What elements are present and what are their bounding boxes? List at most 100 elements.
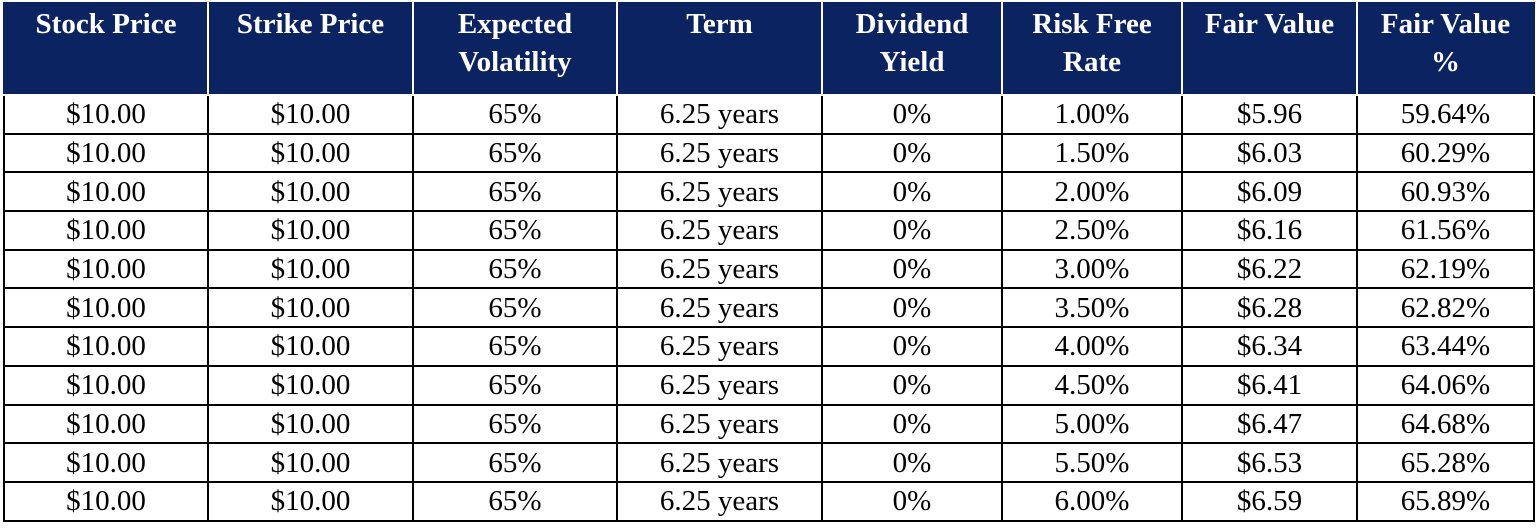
fair-value-cell: $6.22 (1181, 248, 1358, 290)
header-expected-volatility: Expected Volatility (412, 2, 618, 96)
expected-volatility-cell: 65% (412, 403, 618, 445)
risk-free-rate-cell: 5.00% (1001, 403, 1183, 445)
dividend-yield-cell: 0% (821, 364, 1003, 406)
dividend-yield-cell: 0% (821, 94, 1003, 135)
strike-price-cell: $10.00 (207, 442, 414, 483)
strike-price-cell: $10.00 (207, 94, 414, 135)
strike-price-cell: $10.00 (207, 480, 414, 522)
stock-price-cell: $10.00 (3, 132, 209, 174)
table-row: $10.00 $10.00 65% 6.25 years 0% 1.50% $6.03 60.… (3, 132, 1535, 174)
fair-value-percent-cell: 60.29% (1356, 132, 1535, 174)
term-cell: 6.25 years (616, 210, 823, 251)
table-row: $10.00 $10.00 65% 6.25 years 0% 6.00% $6.59 65.… (3, 480, 1535, 522)
fair-value-percent-cell: 65.28% (1356, 442, 1535, 483)
risk-free-rate-cell: 1.00% (1001, 94, 1183, 135)
header-fair-value-percent: Fair Value % (1356, 2, 1535, 96)
table-row: $10.00 $10.00 65% 6.25 years 0% 4.50% $6.41 64.… (3, 364, 1535, 406)
expected-volatility-cell: 65% (412, 171, 618, 213)
table-row: $10.00 $10.00 65% 6.25 years 0% 3.50% $6.28 62.… (3, 287, 1535, 329)
fair-value-percent-cell: 61.56% (1356, 210, 1535, 251)
header-dividend-yield: Dividend Yield (821, 2, 1003, 96)
risk-free-rate-cell: 1.50% (1001, 132, 1183, 174)
risk-free-rate-cell: 4.00% (1001, 326, 1183, 367)
fair-value-cell: $6.09 (1181, 171, 1358, 213)
fair-value-cell: $6.28 (1181, 287, 1358, 329)
expected-volatility-cell: 65% (412, 287, 618, 329)
fair-value-cell: $6.47 (1181, 403, 1358, 445)
strike-price-cell: $10.00 (207, 403, 414, 445)
risk-free-rate-cell: 2.00% (1001, 171, 1183, 213)
fair-value-percent-cell: 65.89% (1356, 480, 1535, 522)
term-cell: 6.25 years (616, 287, 823, 329)
expected-volatility-cell: 65% (412, 364, 618, 406)
stock-price-cell: $10.00 (3, 248, 209, 290)
expected-volatility-cell: 65% (412, 248, 618, 290)
strike-price-cell: $10.00 (207, 210, 414, 251)
table-row: $10.00 $10.00 65% 6.25 years 0% 1.00% $5.96 59.… (3, 94, 1535, 135)
stock-price-cell: $10.00 (3, 480, 209, 522)
term-cell: 6.25 years (616, 403, 823, 445)
table-body: $10.00 $10.00 65% 6.25 years 0% 1.00% $5.96 59.… (3, 94, 1535, 522)
table-row: $10.00 $10.00 65% 6.25 years 0% 2.50% $6.16 61.… (3, 210, 1535, 251)
table-row: $10.00 $10.00 65% 6.25 years 0% 2.00% $6.09 60.… (3, 171, 1535, 213)
fair-value-percent-cell: 64.06% (1356, 364, 1535, 406)
fair-value-percent-cell: 59.64% (1356, 94, 1535, 135)
table-row: $10.00 $10.00 65% 6.25 years 0% 5.00% $6.47 64.… (3, 403, 1535, 445)
strike-price-cell: $10.00 (207, 132, 414, 174)
expected-volatility-cell: 65% (412, 132, 618, 174)
dividend-yield-cell: 0% (821, 287, 1003, 329)
dividend-yield-cell: 0% (821, 403, 1003, 445)
expected-volatility-cell: 65% (412, 326, 618, 367)
dividend-yield-cell: 0% (821, 326, 1003, 367)
risk-free-rate-cell: 6.00% (1001, 480, 1183, 522)
fair-value-cell: $6.03 (1181, 132, 1358, 174)
header-stock-price: Stock Price (3, 2, 209, 96)
term-cell: 6.25 years (616, 248, 823, 290)
strike-price-cell: $10.00 (207, 326, 414, 367)
header-risk-free-rate: Risk Free Rate (1001, 2, 1183, 96)
strike-price-cell: $10.00 (207, 248, 414, 290)
header-row: Stock Price Strike Price Expected Volati… (3, 2, 1535, 96)
fair-value-percent-cell: 62.19% (1356, 248, 1535, 290)
fair-value-percent-cell: 60.93% (1356, 171, 1535, 213)
fair-value-cell: $6.16 (1181, 210, 1358, 251)
risk-free-rate-cell: 4.50% (1001, 364, 1183, 406)
stock-price-cell: $10.00 (3, 210, 209, 251)
header-term: Term (616, 2, 823, 96)
fair-value-cell: $6.53 (1181, 442, 1358, 483)
strike-price-cell: $10.00 (207, 287, 414, 329)
fair-value-cell: $6.41 (1181, 364, 1358, 406)
term-cell: 6.25 years (616, 442, 823, 483)
stock-price-cell: $10.00 (3, 364, 209, 406)
stock-price-cell: $10.00 (3, 403, 209, 445)
dividend-yield-cell: 0% (821, 210, 1003, 251)
expected-volatility-cell: 65% (412, 94, 618, 135)
dividend-yield-cell: 0% (821, 480, 1003, 522)
stock-price-cell: $10.00 (3, 287, 209, 329)
strike-price-cell: $10.00 (207, 364, 414, 406)
dividend-yield-cell: 0% (821, 248, 1003, 290)
fair-value-cell: $6.59 (1181, 480, 1358, 522)
term-cell: 6.25 years (616, 480, 823, 522)
dividend-yield-cell: 0% (821, 442, 1003, 483)
expected-volatility-cell: 65% (412, 210, 618, 251)
header-fair-value: Fair Value (1181, 2, 1358, 96)
term-cell: 6.25 years (616, 94, 823, 135)
fair-value-cell: $5.96 (1181, 94, 1358, 135)
fair-value-percent-cell: 63.44% (1356, 326, 1535, 367)
risk-free-rate-cell: 5.50% (1001, 442, 1183, 483)
dividend-yield-cell: 0% (821, 171, 1003, 213)
expected-volatility-cell: 65% (412, 480, 618, 522)
fair-value-cell: $6.34 (1181, 326, 1358, 367)
table-row: $10.00 $10.00 65% 6.25 years 0% 5.50% $6.53 65.… (3, 442, 1535, 483)
expected-volatility-cell: 65% (412, 442, 618, 483)
stock-price-cell: $10.00 (3, 326, 209, 367)
table-row: $10.00 $10.00 65% 6.25 years 0% 4.00% $6.34 63.… (3, 326, 1535, 367)
stock-price-cell: $10.00 (3, 171, 209, 213)
risk-free-rate-cell: 2.50% (1001, 210, 1183, 251)
strike-price-cell: $10.00 (207, 171, 414, 213)
stock-price-cell: $10.00 (3, 94, 209, 135)
header-strike-price: Strike Price (207, 2, 414, 96)
risk-free-rate-cell: 3.00% (1001, 248, 1183, 290)
fair-value-percent-cell: 62.82% (1356, 287, 1535, 329)
